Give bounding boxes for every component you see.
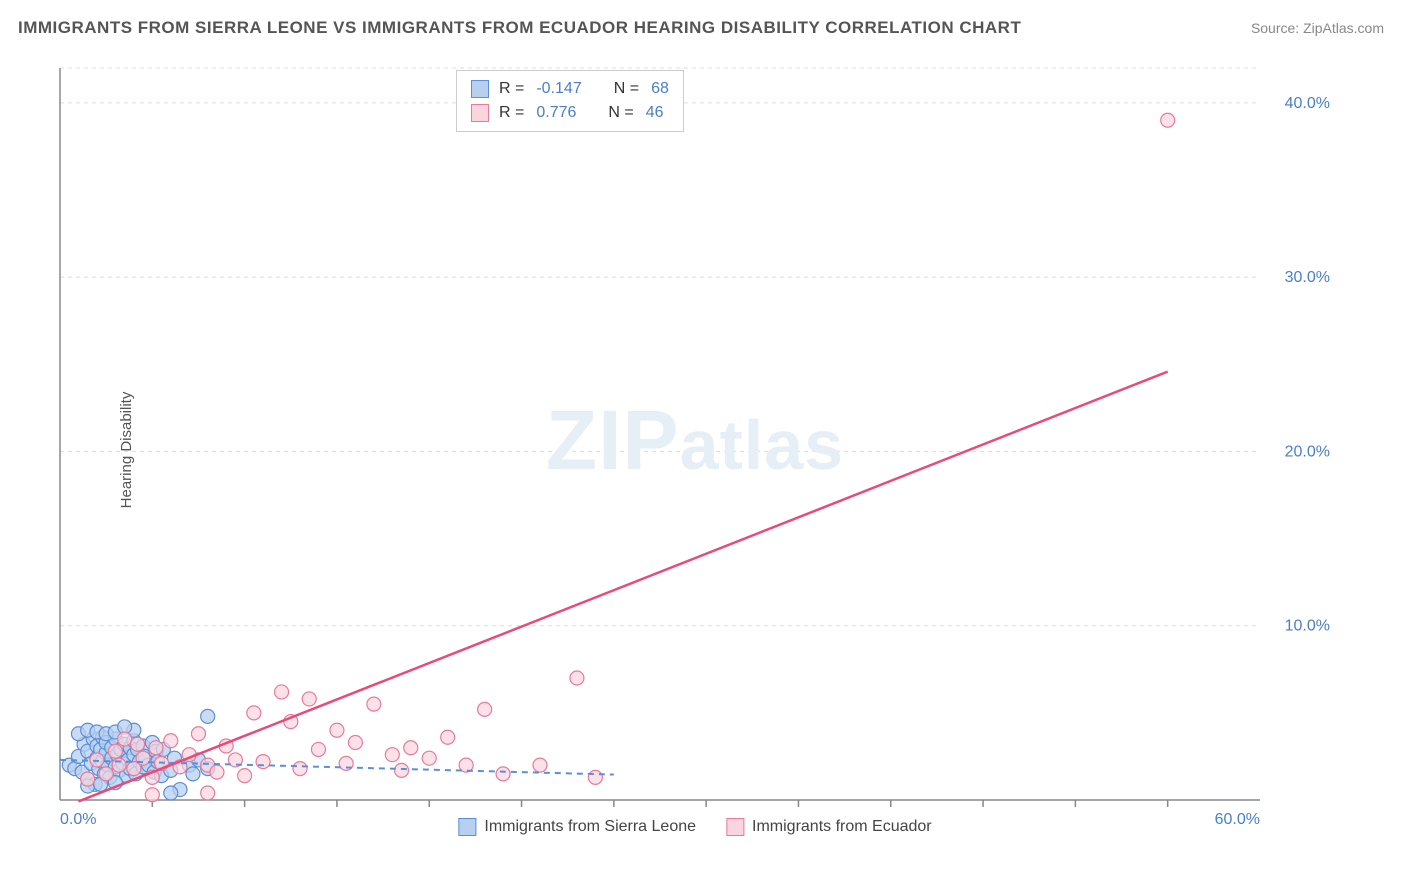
stats-r-label: R = [499,77,524,101]
svg-text:10.0%: 10.0% [1285,618,1330,635]
svg-text:0.0%: 0.0% [60,811,96,828]
chart-title: IMMIGRANTS FROM SIERRA LEONE VS IMMIGRAN… [18,18,1021,38]
stats-r-label: R = [499,101,524,125]
correlation-stats-box: R = -0.147 N = 68 R = 0.776 N = 46 [456,70,684,132]
stats-n-value-2: 46 [646,101,664,125]
stats-n-label: N = [608,101,633,125]
legend-label-1: Immigrants from Sierra Leone [484,818,696,836]
stats-row-series-1: R = -0.147 N = 68 [471,77,669,101]
stats-n-value-1: 68 [651,77,669,101]
scatter-chart: 10.0% 20.0% 30.0% 40.0% 0.0% 60.0% [50,60,1340,840]
legend-swatch-2 [726,818,744,836]
svg-text:20.0%: 20.0% [1285,443,1330,460]
svg-text:30.0%: 30.0% [1285,269,1330,286]
stats-r-value-1: -0.147 [536,77,581,101]
legend-swatch-1 [458,818,476,836]
source-label: Source: ZipAtlas.com [1251,20,1384,36]
legend-label-2: Immigrants from Ecuador [752,818,932,836]
plot-area: Hearing Disability ZIPatlas 10.0%20.0%30… [50,60,1340,840]
stats-n-label: N = [614,77,639,101]
legend-item-1: Immigrants from Sierra Leone [458,818,696,836]
y-axis-label: Hearing Disability [118,392,135,509]
legend-item-2: Immigrants from Ecuador [726,818,932,836]
swatch-series-2 [471,104,489,122]
bottom-legend: Immigrants from Sierra Leone Immigrants … [458,818,931,836]
svg-text:40.0%: 40.0% [1285,95,1330,112]
stats-r-value-2: 0.776 [536,101,576,125]
svg-text:60.0%: 60.0% [1215,811,1260,828]
stats-row-series-2: R = 0.776 N = 46 [471,101,669,125]
swatch-series-1 [471,80,489,98]
